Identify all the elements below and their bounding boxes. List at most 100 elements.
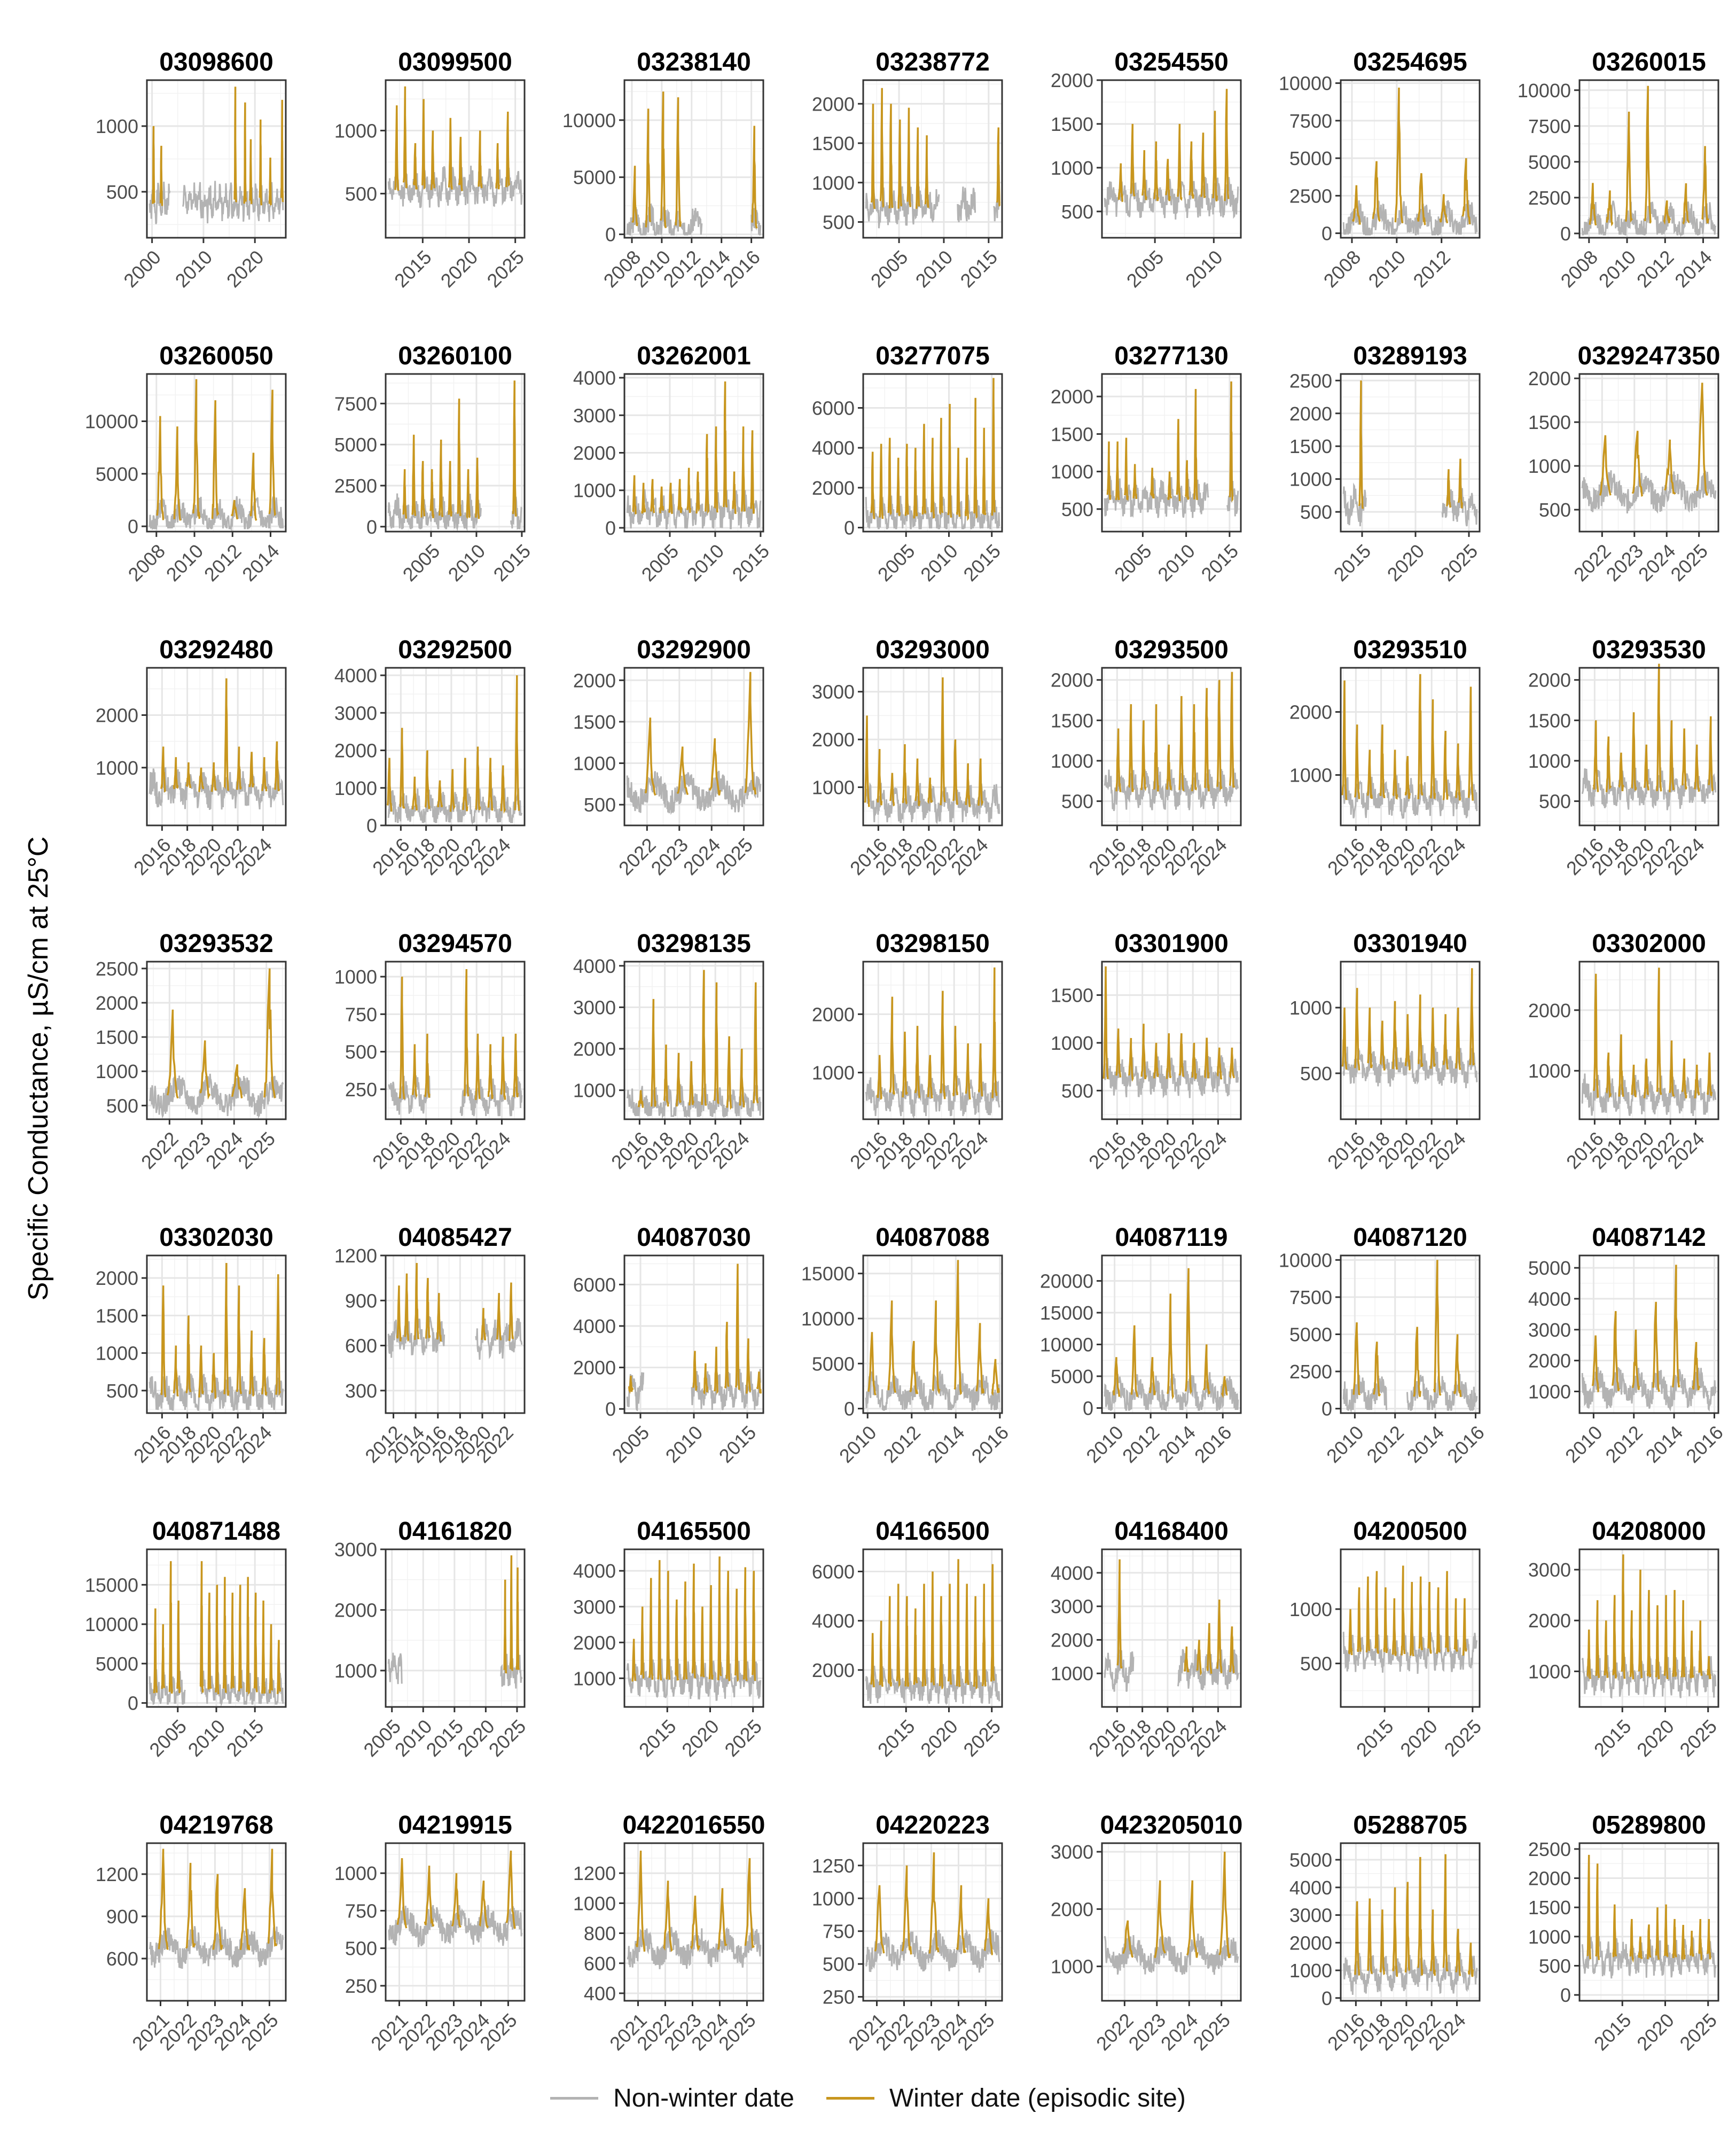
panel-border xyxy=(146,961,287,1120)
series-winter xyxy=(877,1055,882,1100)
series-winter xyxy=(1698,1918,1703,1961)
series-winter xyxy=(662,1881,673,1952)
series-winter xyxy=(1203,1038,1210,1079)
series-winter xyxy=(1132,464,1138,500)
y-tick-label: 1250 xyxy=(812,1855,855,1877)
series-winter xyxy=(478,130,483,189)
x-tick-label: 2012 xyxy=(200,540,246,586)
series-winter xyxy=(1417,173,1426,225)
y-tick-label: 10000 xyxy=(801,1308,855,1330)
series-nonwinter xyxy=(626,770,762,815)
y-tick-label: 5000 xyxy=(812,1353,855,1375)
series-winter xyxy=(1706,1052,1712,1097)
y-tick-label: 1500 xyxy=(96,1305,138,1327)
y-tick-label: 1000 xyxy=(1528,1060,1571,1082)
y-tick-label: 1000 xyxy=(96,1060,138,1082)
series-winter xyxy=(735,1264,740,1390)
y-tick-label: 900 xyxy=(106,1906,138,1928)
series-winter xyxy=(1106,441,1112,500)
series-winter xyxy=(1216,1047,1223,1080)
series-winter xyxy=(1621,1554,1626,1679)
y-tick-label: 0 xyxy=(1560,1984,1571,2006)
series-winter xyxy=(1689,1930,1694,1957)
x-tick-label: 2022 xyxy=(614,833,660,879)
y-tick-label: 0 xyxy=(605,224,616,246)
series-winter xyxy=(1595,1863,1600,1960)
series-winter xyxy=(1224,89,1230,201)
series-winter xyxy=(889,996,895,1095)
series-winter xyxy=(913,1608,918,1685)
facet-title: 05288705 xyxy=(1353,1811,1467,1839)
y-tick-label: 1000 xyxy=(1289,997,1332,1019)
series-winter xyxy=(1644,85,1652,224)
series-winter xyxy=(1656,968,1662,1095)
series-winter xyxy=(746,1338,751,1394)
x-tick-label: 2020 xyxy=(1632,1715,1678,1761)
x-tick-label: 2008 xyxy=(1557,246,1602,292)
series-winter xyxy=(436,1293,442,1342)
y-tick-label: 1000 xyxy=(1528,455,1571,477)
series-winter xyxy=(657,1560,662,1681)
series-nonwinter xyxy=(1342,773,1478,819)
series-winter xyxy=(753,982,759,1104)
series-winter xyxy=(1193,389,1198,500)
y-tick-label: 900 xyxy=(345,1290,377,1312)
y-axis-label: Specific Conductance, µS/cm at 25°C xyxy=(23,836,54,1301)
series-winter xyxy=(1229,1626,1235,1674)
y-tick-label: 5000 xyxy=(573,167,616,189)
facet-03260015: 03260015 0 2500 5000 7500 10000 20082010201220… xyxy=(1518,48,1719,292)
series-winter xyxy=(877,748,883,806)
panel-border xyxy=(385,79,526,239)
facet-04220223: 0422022325050075010001250202120222023202… xyxy=(812,1811,1003,2055)
series-winter xyxy=(973,397,978,519)
series-nonwinter xyxy=(148,1669,284,1707)
y-tick-label: 500 xyxy=(1300,501,1332,523)
series-winter xyxy=(268,157,272,206)
series-winter xyxy=(1606,1052,1612,1098)
panel-border xyxy=(1578,667,1719,826)
y-tick-label: 1000 xyxy=(1528,1381,1571,1403)
series-winter xyxy=(887,438,892,515)
series-winter xyxy=(904,443,909,516)
series-winter xyxy=(756,1371,762,1394)
series-winter xyxy=(439,439,444,517)
series-winter xyxy=(930,1571,935,1686)
series-winter xyxy=(487,1044,494,1099)
series-winter xyxy=(466,469,471,519)
x-tick-label: 2010 xyxy=(1153,540,1199,586)
y-tick-label: 3000 xyxy=(334,702,377,724)
series-winter xyxy=(1148,1357,1156,1395)
series-winter xyxy=(741,426,746,512)
series-nonwinter xyxy=(1581,1936,1717,1979)
y-tick-label: 1000 xyxy=(573,1892,616,1914)
series-winter xyxy=(1216,1600,1223,1673)
y-tick-label: 0 xyxy=(1083,1397,1093,1419)
series-winter xyxy=(683,1581,688,1680)
series-winter xyxy=(978,1043,983,1097)
legend-swatch-winter xyxy=(826,2097,874,2100)
series-winter xyxy=(631,166,638,227)
series-nonwinter xyxy=(387,493,522,532)
series-winter xyxy=(1165,159,1171,201)
series-winter xyxy=(965,763,971,808)
y-tick-label: 2000 xyxy=(96,705,138,727)
series-winter xyxy=(692,1351,698,1391)
series-winter xyxy=(1655,1907,1660,1960)
panel-background xyxy=(1102,962,1241,1119)
series-winter xyxy=(1185,460,1190,500)
series-winter xyxy=(480,1308,487,1341)
series-winter xyxy=(421,99,426,190)
y-tick-label: 1000 xyxy=(812,1062,855,1084)
y-tick-label: 400 xyxy=(584,1983,616,2005)
series-winter xyxy=(1348,1609,1353,1656)
series-winter xyxy=(1200,132,1206,198)
series-nonwinter xyxy=(627,1927,762,1969)
legend: Non-winter date Winter date (episodic si… xyxy=(0,2084,1736,2113)
series-winter xyxy=(239,1888,251,1951)
y-tick-label: 3000 xyxy=(334,1539,377,1561)
facet-title: 03277075 xyxy=(875,342,990,370)
